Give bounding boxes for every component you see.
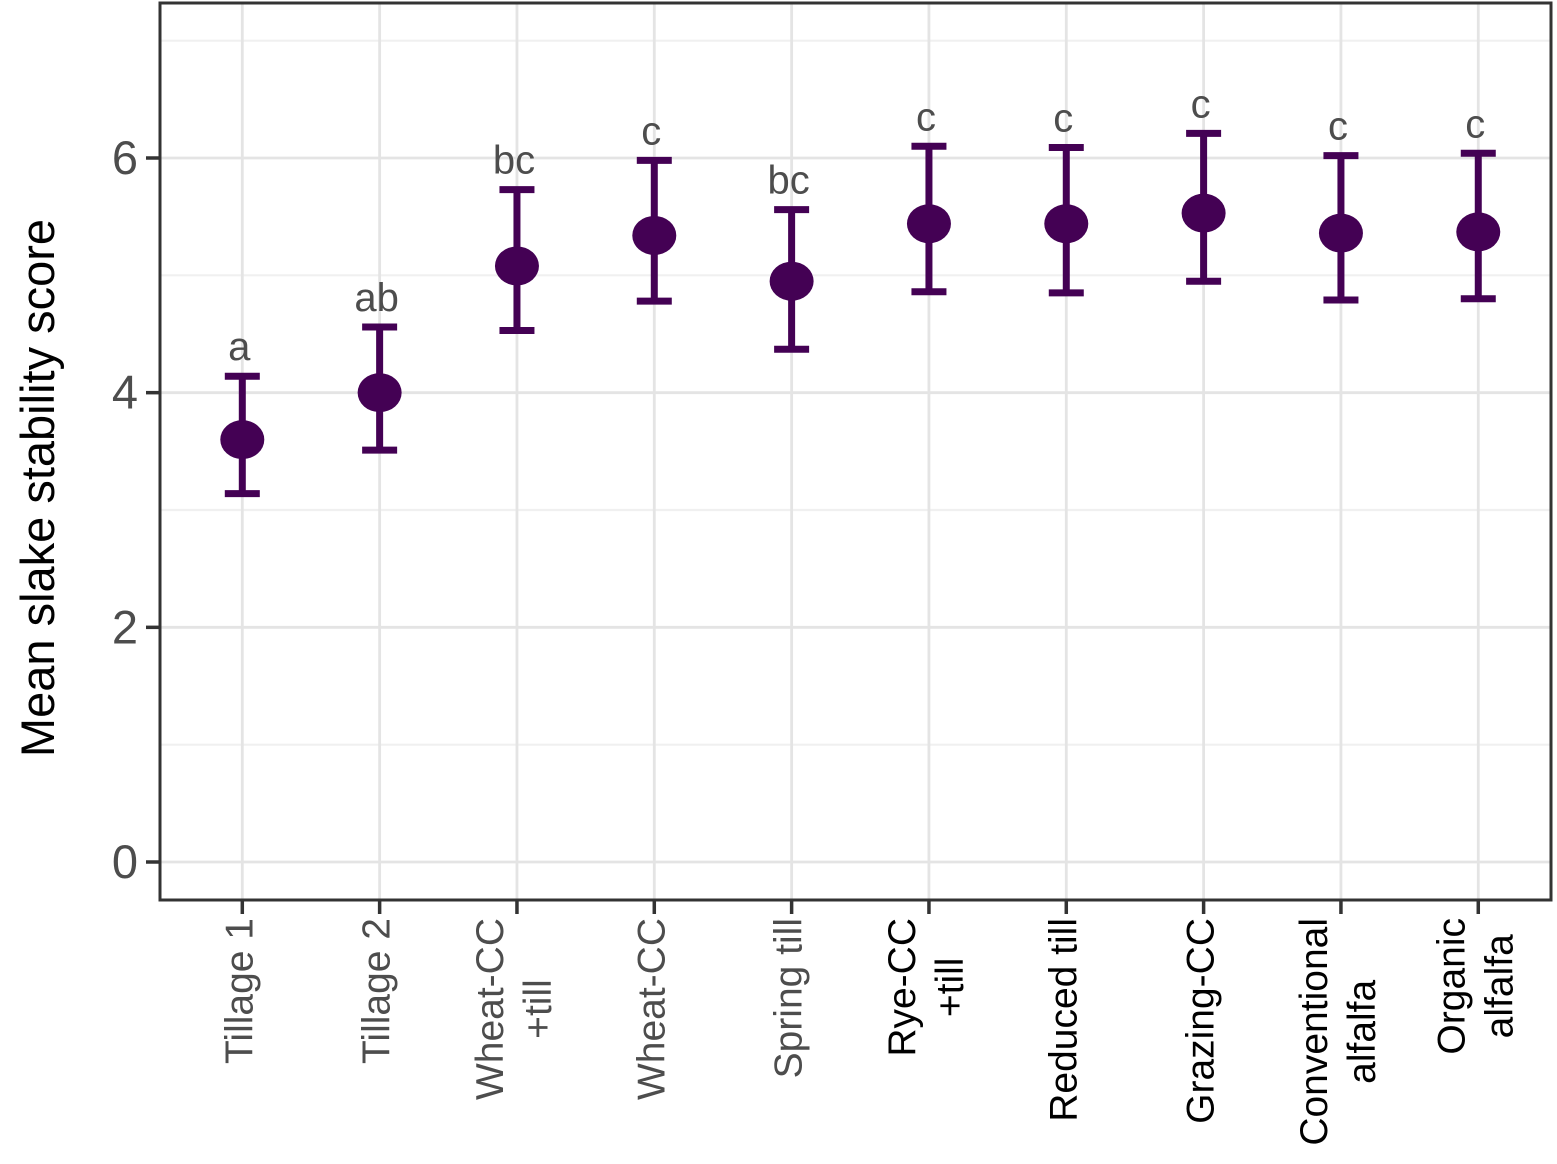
data-point — [906, 204, 951, 244]
y-tick-label: 6 — [112, 131, 138, 184]
y-tick-label: 0 — [112, 835, 138, 888]
sig-letter: c — [1328, 105, 1348, 149]
x-tick-label: Spring till — [768, 918, 811, 1078]
data-point — [632, 215, 677, 255]
x-tick-label: alfalfa — [1478, 934, 1521, 1038]
y-tick-label: 2 — [112, 600, 138, 653]
x-tick-label: +till — [929, 958, 972, 1018]
data-point — [1181, 193, 1226, 233]
data-point — [494, 246, 539, 286]
x-tick-label: Organic — [1430, 918, 1473, 1055]
data-point — [769, 261, 814, 301]
x-tick-label: Tillage 1 — [218, 918, 261, 1064]
x-tick-label: Rye-CC — [881, 918, 924, 1057]
x-tick-label: Reduced till — [1042, 918, 1085, 1122]
y-tick-label: 4 — [112, 366, 138, 419]
data-point — [1318, 213, 1363, 253]
x-tick-label: Wheat-CC — [630, 918, 673, 1100]
x-tick-label: Conventional — [1293, 918, 1336, 1146]
panel-border — [158, 1, 1553, 902]
x-tick-label: Tillage 2 — [356, 918, 399, 1064]
sig-letter: c — [641, 109, 661, 153]
sig-letter: bc — [493, 139, 535, 183]
sig-letter: c — [1191, 82, 1211, 126]
sig-letter: bc — [767, 159, 809, 203]
data-point — [220, 420, 265, 460]
sig-letter: c — [916, 95, 936, 139]
x-tick-label: alfalfa — [1341, 979, 1384, 1083]
sig-letter: ab — [354, 276, 399, 320]
sig-letter: c — [1053, 96, 1073, 140]
data-point — [1456, 212, 1501, 252]
data-point — [1044, 204, 1089, 244]
x-tick-label: Wheat-CC — [469, 918, 512, 1100]
x-tick-label: Grazing-CC — [1180, 918, 1223, 1124]
y-axis-title: Mean slake stability score — [11, 218, 64, 758]
data-point — [357, 373, 402, 413]
x-tick-label: +till — [517, 979, 560, 1039]
sig-letter: c — [1465, 102, 1485, 146]
sig-letter: a — [228, 325, 251, 369]
